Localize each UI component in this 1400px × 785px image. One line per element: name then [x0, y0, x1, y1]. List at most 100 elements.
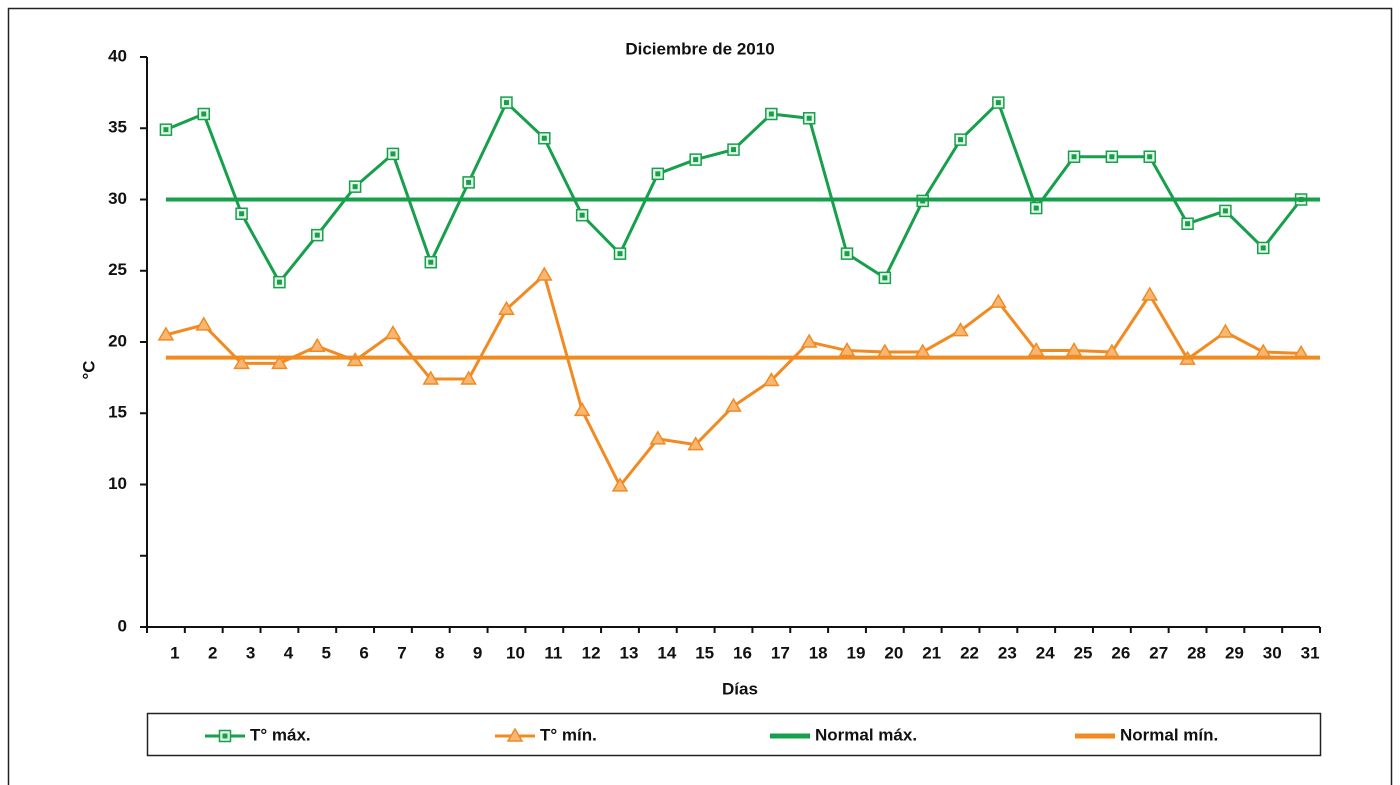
point	[536, 266, 553, 281]
point	[506, 727, 524, 742]
x-tick-label: 4	[284, 643, 294, 662]
point	[840, 247, 854, 260]
point	[498, 300, 515, 315]
point-marker-core	[1033, 205, 1039, 211]
point	[1067, 150, 1081, 163]
point	[384, 324, 402, 340]
point	[308, 337, 326, 353]
x-tick-label: 10	[506, 643, 525, 662]
point-marker-core	[655, 171, 661, 177]
x-tick-label: 26	[1111, 643, 1130, 662]
point	[1256, 241, 1270, 255]
x-tick-label: 22	[960, 643, 979, 662]
point	[800, 333, 818, 348]
point	[573, 401, 591, 417]
point-marker-core	[1147, 154, 1153, 160]
point	[159, 123, 173, 136]
point-marker-core	[390, 151, 396, 157]
x-tick-label: 25	[1074, 643, 1093, 662]
point	[311, 228, 324, 242]
legend-label: T° máx.	[250, 725, 311, 744]
point	[462, 176, 475, 189]
series-line	[165, 272, 1302, 489]
y-tick-label: 10	[108, 474, 127, 493]
point-marker-core	[1109, 154, 1115, 160]
y-tick-label: 25	[108, 260, 127, 279]
x-tick-label: 15	[695, 643, 714, 662]
point-marker-core	[1185, 221, 1191, 227]
x-tick-label: 14	[657, 643, 676, 662]
x-tick-label: 7	[397, 643, 406, 662]
x-tick-label: 8	[435, 643, 444, 662]
point	[1141, 286, 1159, 301]
legend-label: Normal máx.	[815, 725, 917, 744]
point	[763, 371, 780, 387]
point	[422, 370, 440, 385]
point	[575, 208, 589, 222]
legend-label: Normal mín.	[1120, 725, 1218, 744]
x-tick-label: 16	[733, 643, 752, 662]
point-marker-core	[958, 137, 964, 143]
point	[273, 275, 286, 289]
point	[538, 131, 551, 145]
point-marker-core	[276, 279, 282, 285]
point	[725, 397, 742, 412]
x-tick-label: 20	[884, 643, 903, 662]
point-marker-core	[428, 259, 434, 265]
point	[687, 436, 704, 451]
point	[1065, 342, 1083, 357]
point	[500, 96, 513, 109]
point-marker-core	[201, 111, 207, 117]
point-marker-core	[1071, 154, 1077, 160]
point	[954, 133, 967, 146]
point-marker-core	[352, 184, 358, 190]
y-tick-label: 30	[108, 189, 127, 208]
point-marker-core	[731, 147, 736, 153]
point-marker-core	[617, 251, 623, 257]
point	[348, 180, 362, 193]
point-marker-core	[768, 111, 774, 117]
x-tick-label: 9	[473, 643, 482, 662]
point-marker-core	[239, 211, 245, 217]
point	[386, 147, 400, 161]
point	[1217, 323, 1234, 338]
x-tick-label: 5	[322, 643, 331, 662]
point	[649, 430, 667, 445]
point	[1029, 201, 1043, 215]
point	[424, 255, 438, 269]
point	[611, 477, 629, 492]
point	[727, 143, 740, 156]
y-tick-label: 20	[108, 331, 127, 350]
point	[952, 322, 969, 337]
x-tick-label: 21	[922, 643, 941, 662]
x-axis-label: Días	[722, 679, 758, 698]
point	[1105, 150, 1119, 163]
x-tick-label: 23	[998, 643, 1017, 662]
y-tick-label: 35	[108, 118, 127, 137]
x-tick-label: 13	[620, 643, 639, 662]
point	[1143, 150, 1156, 163]
point	[197, 107, 211, 121]
y-axis-label: °C	[79, 360, 98, 379]
x-tick-label: 27	[1149, 643, 1168, 662]
point	[460, 370, 477, 385]
point-marker-core	[222, 733, 228, 739]
legend-label: T° mín.	[540, 725, 597, 744]
point	[1027, 342, 1045, 357]
point-marker-core	[579, 212, 585, 218]
chart-border	[7, 7, 1393, 785]
x-tick-label: 12	[582, 643, 601, 662]
x-tick-label: 31	[1301, 643, 1320, 662]
x-tick-label: 19	[847, 643, 866, 662]
point-marker-core	[1260, 245, 1266, 251]
point	[1219, 204, 1232, 218]
x-tick-label: 28	[1187, 643, 1206, 662]
point-marker-core	[882, 275, 888, 281]
point	[992, 96, 1005, 109]
x-tick-label: 29	[1225, 643, 1244, 662]
point-marker-core	[541, 135, 547, 141]
point-marker-core	[693, 157, 699, 163]
point	[218, 729, 232, 743]
point	[233, 354, 250, 370]
point	[878, 271, 892, 285]
